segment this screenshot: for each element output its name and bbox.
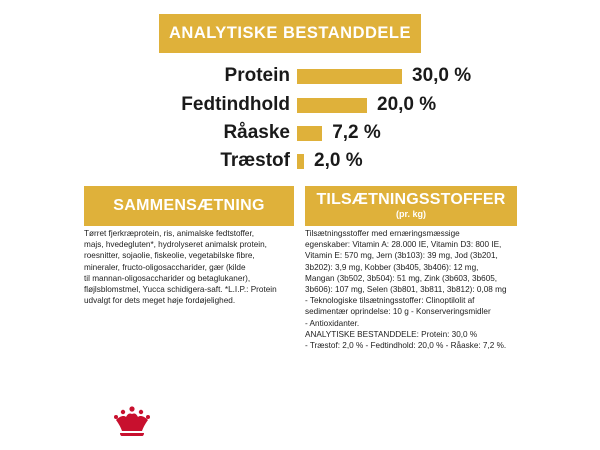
additives-text: Tilsætningsstoffer med ernæringsmæssige …	[305, 229, 507, 351]
bar-fat	[297, 98, 367, 113]
crown-logo-shape	[114, 406, 150, 436]
analysis-banner: ANALYTISKE BESTANDDELE	[159, 14, 421, 53]
bar-row-protein: Protein	[0, 65, 290, 87]
bar-label-protein: Protein	[224, 65, 290, 86]
bar-row-ash: Råaske	[0, 122, 290, 144]
composition-title: SAMMENSÆTNING	[113, 197, 265, 214]
composition-header: SAMMENSÆTNING	[84, 186, 294, 226]
bar-value-fat: 20,0 %	[377, 94, 437, 115]
bar-value-ash: 7,2 %	[332, 122, 381, 143]
bar-label-fibre: Træstof	[220, 150, 290, 171]
additives-subtitle: (pr. kg)	[395, 209, 426, 219]
composition-text: Tørret fjerkræprotein, ris, animalske fe…	[84, 229, 277, 306]
bar-label-fat: Fedtindhold	[181, 94, 290, 115]
additives-title: TILSÆTNINGSSTOFFER	[316, 191, 506, 208]
royal-crown-icon	[114, 406, 150, 436]
additives-header: TILSÆTNINGSSTOFFER (pr. kg)	[305, 186, 517, 226]
bar-row-fibre: Træstof	[0, 150, 290, 172]
analysis-title: ANALYTISKE BESTANDDELE	[168, 24, 412, 42]
bar-row-fat: Fedtindhold	[0, 94, 290, 116]
bar-value-fibre: 2,0 %	[314, 150, 363, 171]
bar-value-protein: 30,0 %	[412, 65, 472, 86]
bar-label-ash: Råaske	[223, 122, 290, 143]
bar-ash	[297, 126, 323, 141]
bar-fibre	[297, 154, 304, 169]
bar-protein	[297, 69, 402, 84]
